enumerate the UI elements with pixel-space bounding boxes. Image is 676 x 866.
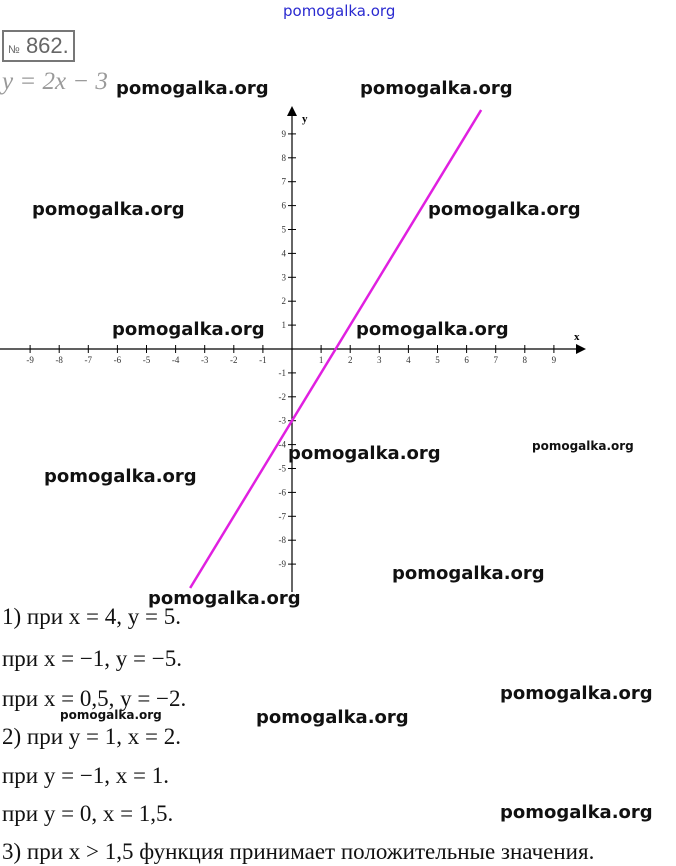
- x-tick-label: 8: [523, 355, 528, 365]
- watermark: pomogalka.org: [116, 78, 269, 99]
- y-tick-label: -5: [279, 464, 287, 474]
- y-tick-label: -3: [279, 416, 287, 426]
- solution-line: при x = 0,5, y = −2.: [2, 686, 187, 711]
- x-tick-label: 5: [435, 355, 440, 365]
- watermark: pomogalka.org: [288, 443, 441, 464]
- x-tick-label: 2: [348, 355, 353, 365]
- x-tick-label: -5: [143, 355, 151, 365]
- y-tick-label: -8: [279, 535, 287, 545]
- x-tick-label: -1: [259, 355, 267, 365]
- y-tick-label: 3: [282, 272, 287, 282]
- x-tick-label: -3: [201, 355, 209, 365]
- x-tick-label: 4: [406, 355, 411, 365]
- y-tick-label: 4: [282, 248, 287, 258]
- y-tick-label: -4: [279, 440, 287, 450]
- watermark: pomogalka.org: [112, 319, 265, 340]
- watermark: pomogalka.org: [500, 683, 653, 704]
- y-tick-label: 1: [282, 320, 287, 330]
- y-tick-label: 7: [282, 177, 287, 187]
- number-prefix: №: [8, 44, 20, 56]
- exercise-number: № 862.: [2, 30, 75, 62]
- x-tick-label: 1: [319, 355, 324, 365]
- watermark: pomogalka.org: [360, 78, 513, 99]
- x-axis-label: x: [574, 331, 580, 343]
- y-tick-label: 8: [282, 153, 287, 163]
- watermark: pomogalka.org: [500, 802, 653, 823]
- x-tick-label: -4: [172, 355, 180, 365]
- y-tick-label: -1: [279, 368, 287, 378]
- solution-line: при y = 0, x = 1,5.: [2, 801, 174, 826]
- y-tick-label: 2: [282, 296, 287, 306]
- y-tick-label: -6: [279, 487, 287, 497]
- solution-line: 1) при x = 4, y = 5.: [2, 604, 181, 629]
- watermark: pomogalka.org: [256, 707, 409, 728]
- equation: y = 2x − 3: [2, 68, 108, 95]
- function-line: [189, 109, 483, 589]
- watermark: pomogalka.org: [392, 563, 545, 584]
- y-axis-label: y: [302, 113, 308, 125]
- watermark: pomogalka.org: [532, 439, 634, 453]
- y-tick-label: 9: [282, 129, 287, 139]
- solution-line: при y = −1, x = 1.: [2, 763, 170, 788]
- watermark: pomogalka.org: [428, 199, 581, 220]
- y-axis-arrow: [287, 106, 297, 116]
- solution-line: 3) при x > 1,5 функция принимает положит…: [2, 839, 595, 864]
- x-axis-arrow: [576, 344, 586, 354]
- y-tick-label: -7: [279, 511, 287, 521]
- x-tick-label: -2: [230, 355, 238, 365]
- x-tick-label: 6: [464, 355, 469, 365]
- x-tick-label: -7: [85, 355, 93, 365]
- x-tick-label: -6: [114, 355, 122, 365]
- solution-line: 2) при y = 1, x = 2.: [2, 724, 181, 749]
- watermark: pomogalka.org: [283, 2, 396, 20]
- watermark: pomogalka.org: [356, 319, 509, 340]
- watermark: pomogalka.org: [60, 708, 162, 722]
- y-tick-label: -9: [279, 559, 287, 569]
- number-value: 862.: [25, 33, 69, 58]
- y-tick-label: -2: [279, 392, 287, 402]
- y-tick-label: 6: [282, 201, 287, 211]
- x-tick-label: 7: [493, 355, 498, 365]
- y-tick-label: 5: [282, 225, 287, 235]
- x-tick-label: 9: [552, 355, 557, 365]
- x-tick-label: -9: [26, 355, 34, 365]
- watermark: pomogalka.org: [32, 199, 185, 220]
- x-tick-label: 3: [377, 355, 382, 365]
- x-tick-label: -8: [55, 355, 63, 365]
- watermark: pomogalka.org: [148, 588, 301, 609]
- watermark: pomogalka.org: [44, 466, 197, 487]
- solution-line: при x = −1, y = −5.: [2, 646, 183, 671]
